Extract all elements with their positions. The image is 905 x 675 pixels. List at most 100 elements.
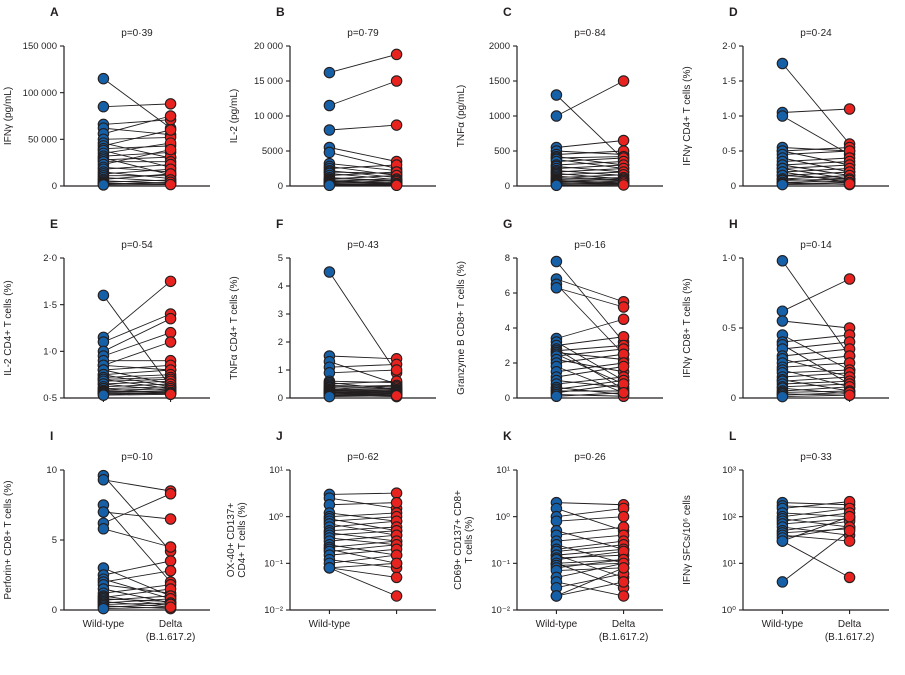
panel-letter: D (729, 5, 738, 19)
pair-line (103, 374, 171, 378)
data-point-wildtype (97, 72, 110, 85)
pair-line (329, 171, 397, 176)
data-point-wildtype (776, 178, 788, 191)
panel-letter: H (729, 217, 738, 231)
pair-line (555, 508, 624, 532)
y-tick-label: 10¹ (270, 465, 284, 476)
pair-line (555, 171, 624, 176)
data-point-wildtype (776, 57, 788, 70)
pair-line (555, 376, 624, 385)
panel-letter: C (503, 5, 512, 19)
pair-line (782, 348, 850, 357)
data-point-delta (391, 496, 403, 509)
pair-line (555, 380, 624, 390)
data-point-delta (391, 179, 403, 192)
data-point-delta (164, 388, 177, 401)
y-tick-label: 8 (504, 253, 509, 264)
pair-line (555, 168, 624, 173)
pair-line (329, 389, 397, 392)
x-axis-label: Delta (611, 619, 635, 630)
y-tick-label: 2 (278, 337, 283, 348)
pair-line (103, 332, 171, 357)
x-axis-sublabel: (B.1.617.2) (146, 632, 195, 643)
y-tick-label: 0 (278, 393, 283, 404)
y-tick-label: 10¹ (496, 465, 510, 476)
pair-line (782, 528, 850, 534)
pair-line (329, 171, 397, 174)
y-tick-label: 0·5 (722, 323, 736, 334)
pair-line (782, 380, 850, 385)
pair-line (555, 516, 624, 522)
y-axis-label: OX-40+ CD137+ (226, 503, 237, 578)
data-point-delta (391, 75, 403, 87)
pair-line (555, 140, 624, 148)
pair-line (103, 377, 171, 380)
y-tick-label: 1·0 (43, 347, 57, 358)
pair-line (329, 172, 397, 181)
pair-line (103, 129, 171, 147)
data-point-delta (617, 387, 629, 399)
pair-line (782, 182, 850, 185)
pair-line (103, 475, 171, 552)
pair-line (782, 183, 850, 186)
pair-line (555, 383, 624, 394)
pair-line (555, 177, 624, 180)
pair-line (555, 156, 624, 159)
pair-line (555, 157, 624, 162)
pair-line (555, 94, 624, 160)
y-tick-label: 0·5 (722, 146, 736, 157)
pair-line (329, 502, 397, 506)
y-tick-label: 1 (278, 365, 283, 376)
data-point-wildtype (550, 179, 562, 192)
pair-line (555, 554, 624, 559)
pair-line (555, 581, 624, 597)
pair-line (555, 287, 624, 308)
p-value-label: p=0·43 (348, 240, 380, 251)
data-point-delta (617, 576, 629, 588)
pair-line (782, 355, 850, 364)
y-tick-label: 2·0 (722, 41, 736, 52)
data-point-delta (617, 360, 629, 373)
pair-line (781, 260, 850, 357)
x-axis-label: Wild-type (535, 619, 577, 630)
pair-line (329, 124, 397, 131)
x-axis-label: Wild-type (761, 619, 803, 630)
data-point-delta (164, 312, 177, 325)
pair-line (782, 386, 850, 392)
pair-line (555, 562, 624, 589)
panel-f-chart: Fp=0·43 0 1 2 3 4 5 TNFα CD4+ T cells (%) (229, 217, 437, 404)
pair-line (103, 598, 171, 604)
pair-line (782, 108, 850, 113)
pair-line (555, 567, 624, 572)
panel-letter: F (276, 217, 283, 231)
pair-line (329, 523, 397, 536)
y-tick-label: 500 (494, 146, 510, 157)
pair-line (103, 393, 171, 396)
p-value-label: p=0·26 (574, 452, 606, 463)
pair-line (781, 63, 850, 145)
data-point-wildtype (97, 506, 110, 518)
y-tick-label: 0 (730, 181, 735, 192)
y-tick-label: 2000 (488, 41, 509, 52)
pair-line (329, 526, 397, 532)
data-point-delta (391, 557, 403, 570)
pair-line (329, 492, 397, 495)
pair-line (555, 366, 624, 378)
pair-line (555, 559, 624, 564)
p-value-label: p=0·14 (800, 240, 832, 251)
panel-letter: I (50, 429, 53, 443)
pair-line (103, 511, 171, 520)
pair-line (782, 161, 850, 166)
pair-line (103, 341, 171, 366)
panel-h-chart: Hp=0·14 0 0·5 1·0 IFNγ CD8+ T cells (%) (682, 217, 889, 404)
pair-line (103, 588, 171, 604)
pair-line (103, 560, 171, 576)
pair-line (555, 544, 624, 552)
panel-letter: B (276, 5, 285, 19)
pair-line (329, 395, 397, 398)
panel-i-chart: Ip=0·10 0 5 10 Perforin+ CD8+ T cells (%) Wil… (3, 429, 210, 643)
y-tick-label: 0 (730, 393, 735, 404)
